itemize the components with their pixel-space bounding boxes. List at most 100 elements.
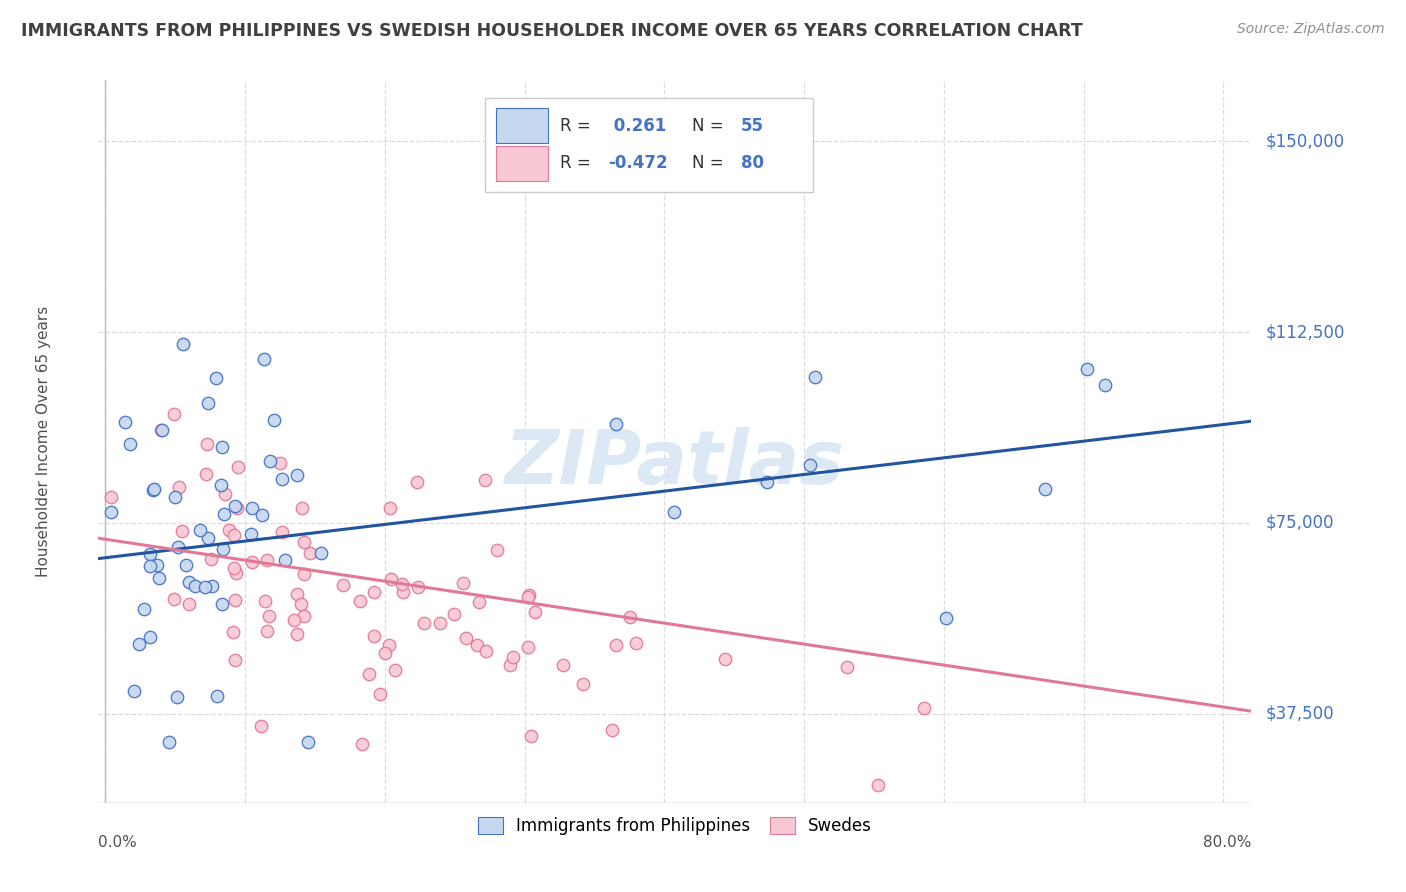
Text: 80: 80 xyxy=(741,154,763,172)
Point xyxy=(517,588,540,602)
Point xyxy=(292,535,315,549)
Text: $112,500: $112,500 xyxy=(1265,323,1344,341)
Text: ZIPatlas: ZIPatlas xyxy=(505,426,845,500)
Point xyxy=(804,369,827,384)
Point xyxy=(224,653,246,667)
Point xyxy=(224,561,246,575)
Point xyxy=(132,601,155,615)
Point xyxy=(149,423,172,437)
Point xyxy=(256,624,278,638)
Point xyxy=(285,587,308,601)
Point xyxy=(1076,361,1098,376)
Point xyxy=(257,608,280,623)
Point xyxy=(309,546,332,560)
Point xyxy=(602,723,624,737)
Point xyxy=(250,719,273,733)
Point xyxy=(172,337,194,351)
Point xyxy=(174,558,197,573)
Point xyxy=(285,627,308,641)
Point xyxy=(250,508,273,522)
Point xyxy=(273,552,295,566)
Point xyxy=(1033,482,1056,496)
Point xyxy=(292,608,315,623)
Point xyxy=(374,646,396,660)
Point xyxy=(837,660,859,674)
Point xyxy=(380,501,402,516)
Point xyxy=(256,553,278,567)
Point xyxy=(142,483,165,497)
Point xyxy=(163,407,186,421)
Text: Source: ZipAtlas.com: Source: ZipAtlas.com xyxy=(1237,22,1385,37)
Text: -0.472: -0.472 xyxy=(607,154,668,172)
Point xyxy=(138,547,160,561)
Point xyxy=(120,437,142,451)
Point xyxy=(517,590,540,604)
Point xyxy=(384,663,406,677)
Point xyxy=(468,595,491,609)
Point xyxy=(211,440,233,454)
Point xyxy=(291,500,314,515)
Point xyxy=(201,579,224,593)
Point xyxy=(271,524,294,539)
Point xyxy=(391,577,413,591)
Point xyxy=(297,735,319,749)
Point xyxy=(520,729,543,743)
Point xyxy=(350,737,373,751)
Point xyxy=(368,687,391,701)
Point xyxy=(122,684,145,698)
Point xyxy=(163,490,186,504)
Point xyxy=(290,598,312,612)
Point xyxy=(114,416,136,430)
Point xyxy=(170,524,193,539)
Point xyxy=(429,615,451,630)
Point xyxy=(226,501,249,516)
Point xyxy=(349,594,371,608)
Point xyxy=(456,632,478,646)
Point xyxy=(517,640,540,654)
Text: $75,000: $75,000 xyxy=(1265,514,1334,532)
Point xyxy=(207,689,229,703)
Point xyxy=(150,423,173,437)
Point xyxy=(755,475,778,489)
Text: Householder Income Over 65 years: Householder Income Over 65 years xyxy=(35,306,51,577)
Point xyxy=(200,552,222,566)
Point xyxy=(363,629,385,643)
Point xyxy=(128,636,150,650)
Point xyxy=(380,572,402,586)
Point xyxy=(239,527,262,541)
Point xyxy=(177,597,200,611)
Point xyxy=(204,370,226,384)
Point xyxy=(283,613,305,627)
Point xyxy=(453,575,475,590)
Point xyxy=(298,546,321,560)
Point xyxy=(912,701,935,715)
Point xyxy=(406,475,429,490)
Point xyxy=(100,505,122,519)
Point xyxy=(212,542,235,557)
Point xyxy=(148,571,170,585)
Point xyxy=(157,735,180,749)
Point xyxy=(225,566,247,580)
Point xyxy=(218,523,240,537)
Point xyxy=(184,579,207,593)
Text: 0.261: 0.261 xyxy=(607,117,666,135)
Point xyxy=(211,597,233,611)
Point xyxy=(177,574,200,589)
Point xyxy=(524,605,547,619)
Point xyxy=(100,490,122,504)
Point xyxy=(714,652,737,666)
Point xyxy=(378,638,401,652)
Point xyxy=(166,690,188,704)
Point xyxy=(222,624,245,639)
Text: IMMIGRANTS FROM PHILIPPINES VS SWEDISH HOUSEHOLDER INCOME OVER 65 YEARS CORRELAT: IMMIGRANTS FROM PHILIPPINES VS SWEDISH H… xyxy=(21,22,1083,40)
Point xyxy=(363,584,385,599)
Point xyxy=(224,592,246,607)
Point xyxy=(1094,377,1116,392)
Point xyxy=(214,487,236,501)
Point xyxy=(868,778,890,792)
Text: R =: R = xyxy=(560,117,596,135)
Point xyxy=(413,616,436,631)
Point xyxy=(254,594,277,608)
Point xyxy=(498,657,520,672)
Point xyxy=(212,507,235,521)
